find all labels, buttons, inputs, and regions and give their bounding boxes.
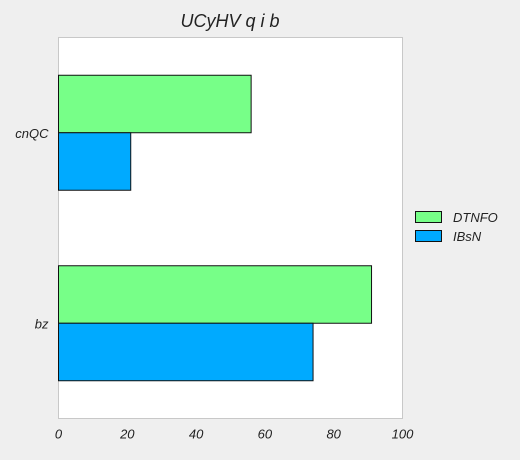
legend-label: DTNFO bbox=[453, 210, 498, 225]
legend-label: IBsN bbox=[453, 229, 482, 244]
y-tick-label: cnQC bbox=[15, 126, 49, 141]
y-tick-label: bz bbox=[35, 316, 49, 331]
x-tick-label: 20 bbox=[119, 427, 135, 442]
legend-swatch bbox=[415, 211, 442, 223]
x-tick-label: 40 bbox=[189, 427, 204, 442]
chart-title: UCyHV q i b bbox=[180, 11, 279, 31]
bar-DTNFO-cnQC bbox=[58, 74, 252, 134]
bar-DTNFO-bz bbox=[58, 265, 373, 324]
x-axis-ticks: 0 20 40 60 80 100 bbox=[55, 427, 414, 442]
x-tick-label: 80 bbox=[326, 427, 341, 442]
x-tick-label: 60 bbox=[258, 427, 273, 442]
bars-layer bbox=[58, 74, 373, 382]
x-tick-label: 100 bbox=[392, 427, 414, 442]
bar-IBsN-bz bbox=[58, 322, 314, 382]
y-axis-labels: cnQC bz bbox=[15, 126, 49, 332]
bar-IBsN-cnQC bbox=[58, 132, 132, 191]
legend-swatch bbox=[415, 230, 442, 242]
legend: DTNFO IBsN bbox=[415, 210, 498, 244]
x-tick-label: 0 bbox=[55, 427, 63, 442]
